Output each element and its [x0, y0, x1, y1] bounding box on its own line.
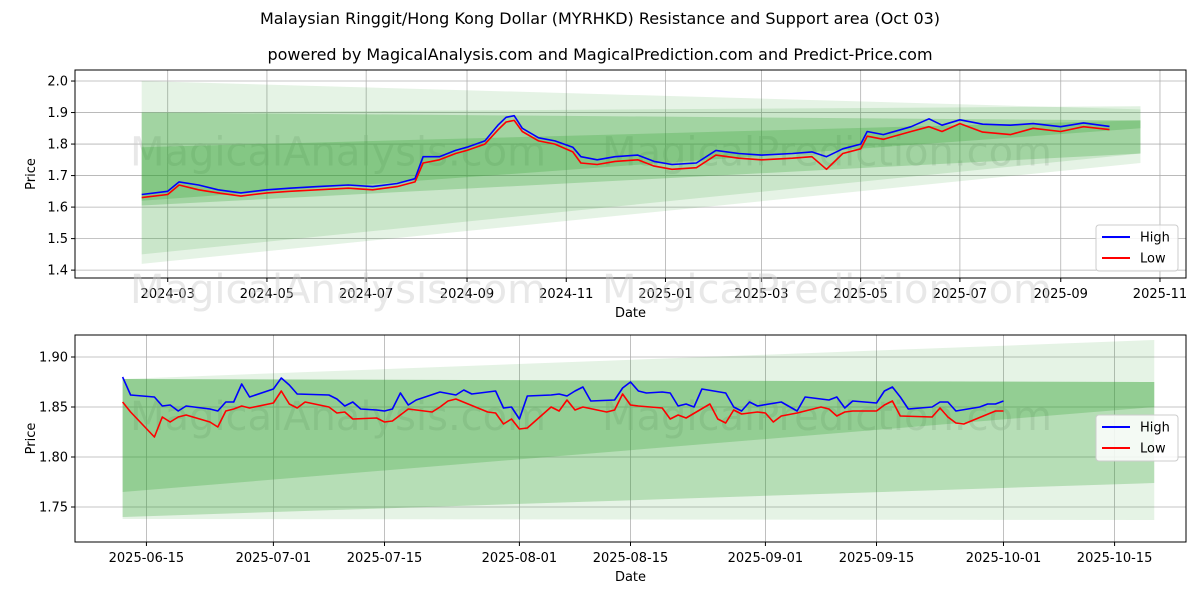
support-resistance-band	[141, 81, 1141, 264]
y-tick-label: 1.80	[39, 451, 68, 466]
legend-label-high: High	[1140, 231, 1170, 246]
series-line-low	[141, 119, 1110, 199]
y-tick-label: 1.85	[39, 401, 68, 416]
legend: High Low	[1095, 224, 1179, 272]
support-resistance-band	[122, 340, 1155, 520]
x-axis-label: Date	[615, 570, 646, 585]
chart-subtitle: powered by MagicalAnalysis.com and Magic…	[267, 45, 933, 64]
watermark-text: MagicalAnalysis.com	[130, 267, 546, 313]
support-resistance-band	[141, 106, 1141, 255]
x-tick-label: 2025-11	[1133, 287, 1187, 302]
y-axis-label: Price	[24, 423, 39, 455]
x-tick-label: 2025-10-15	[1077, 551, 1153, 566]
x-tick-label: 2024-05	[240, 287, 294, 302]
x-tick-label: 2025-03	[734, 287, 788, 302]
support-resistance-band	[122, 379, 1155, 517]
x-tick-label: 2024-11	[539, 287, 593, 302]
series-line-high	[141, 114, 1110, 196]
y-tick-label: 1.75	[39, 501, 68, 516]
chart-title: Malaysian Ringgit/Hong Kong Dollar (MYRH…	[259, 9, 941, 28]
chart-panel-1: MagicalAnalysis.com MagicalPrediction.com…	[24, 69, 1187, 321]
x-axis-label: Date	[615, 306, 646, 321]
watermark-text: MagicalAnalysis.com	[130, 394, 546, 440]
watermark-text: MagicalPrediction.com	[602, 394, 1052, 440]
x-tick-label: 2025-05	[834, 287, 888, 302]
y-tick-label: 1.4	[47, 264, 68, 279]
x-tick-label: 2024-03	[141, 287, 195, 302]
x-tick-label: 2025-10-01	[966, 551, 1042, 566]
y-tick-label: 1.7	[47, 169, 68, 184]
x-tick-label: 2025-07	[933, 287, 987, 302]
support-resistance-band	[141, 112, 1141, 206]
x-tick-label: 2025-09-01	[728, 551, 804, 566]
legend-label-low: Low	[1140, 442, 1166, 457]
x-tick-label: 2024-07	[339, 287, 393, 302]
y-tick-label: 1.8	[47, 138, 68, 153]
watermark-text: MagicalAnalysis.com	[130, 130, 546, 176]
x-tick-label: 2025-08-15	[593, 551, 669, 566]
series-line-high	[121, 376, 1004, 420]
chart-panel-2: MagicalAnalysis.com MagicalPrediction.com…	[24, 334, 1187, 585]
y-tick-label: 1.9	[47, 106, 68, 121]
x-tick-label: 2025-07-15	[347, 551, 423, 566]
legend-label-high: High	[1140, 421, 1170, 436]
y-tick-label: 1.90	[39, 351, 68, 366]
y-axis-label: Price	[24, 158, 39, 190]
watermark-group: MagicalAnalysis.com MagicalPrediction.com	[130, 394, 1052, 440]
y-tick-label: 2.0	[47, 75, 68, 90]
legend: High Low	[1095, 414, 1179, 462]
x-tick-label: 2025-08-01	[482, 551, 558, 566]
series-line-low	[121, 390, 1004, 438]
x-tick-label: 2025-07-01	[236, 551, 312, 566]
y-tick-label: 1.5	[47, 232, 68, 247]
x-tick-label: 2025-01	[638, 287, 692, 302]
x-tick-label: 2025-09-15	[839, 551, 915, 566]
x-tick-label: 2024-09	[440, 287, 494, 302]
legend-label-low: Low	[1140, 252, 1166, 267]
y-tick-label: 1.6	[47, 201, 68, 216]
x-tick-label: 2025-06-15	[109, 551, 185, 566]
x-tick-label: 2025-09	[1034, 287, 1088, 302]
axes-frame	[74, 69, 1187, 279]
watermark-text: MagicalPrediction.com	[602, 267, 1052, 313]
